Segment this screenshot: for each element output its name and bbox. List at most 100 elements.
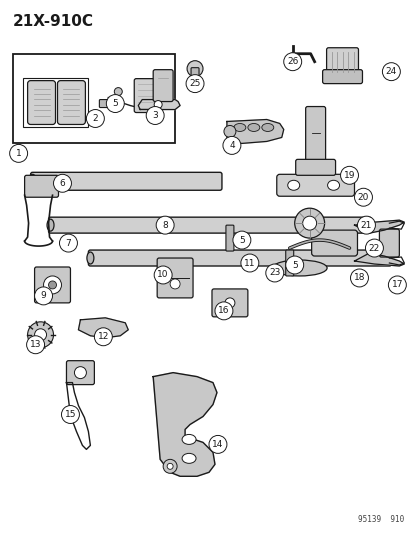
FancyBboxPatch shape	[13, 54, 175, 143]
FancyBboxPatch shape	[88, 250, 390, 266]
Circle shape	[302, 216, 316, 230]
Circle shape	[340, 166, 358, 184]
Ellipse shape	[47, 219, 54, 231]
Circle shape	[28, 322, 53, 348]
Circle shape	[354, 188, 372, 206]
Polygon shape	[138, 100, 180, 109]
FancyBboxPatch shape	[276, 174, 354, 196]
Text: 9: 9	[40, 292, 46, 301]
Circle shape	[167, 463, 173, 470]
Text: 25: 25	[189, 79, 200, 88]
Text: 5: 5	[112, 99, 118, 108]
Circle shape	[187, 61, 202, 77]
Circle shape	[114, 87, 122, 95]
Text: 20: 20	[357, 193, 368, 201]
FancyBboxPatch shape	[190, 68, 199, 87]
FancyBboxPatch shape	[28, 80, 55, 125]
Circle shape	[86, 109, 104, 127]
Text: 23: 23	[268, 269, 280, 278]
FancyBboxPatch shape	[285, 250, 293, 276]
FancyBboxPatch shape	[322, 70, 362, 84]
Text: 4: 4	[228, 141, 234, 150]
Circle shape	[387, 276, 405, 294]
Circle shape	[48, 281, 56, 289]
Circle shape	[170, 279, 180, 289]
Circle shape	[224, 298, 234, 308]
Ellipse shape	[28, 174, 36, 188]
FancyBboxPatch shape	[157, 258, 192, 298]
Text: 3: 3	[152, 111, 158, 120]
Circle shape	[43, 276, 62, 294]
Polygon shape	[153, 373, 216, 477]
FancyBboxPatch shape	[31, 172, 221, 190]
Text: 18: 18	[353, 273, 364, 282]
Text: 5: 5	[291, 261, 297, 270]
FancyBboxPatch shape	[326, 48, 358, 76]
Text: 26: 26	[286, 57, 298, 66]
Ellipse shape	[285, 262, 297, 270]
Text: 2: 2	[93, 114, 98, 123]
Circle shape	[154, 101, 162, 109]
Circle shape	[209, 435, 226, 454]
Circle shape	[9, 144, 28, 163]
Text: 19: 19	[343, 171, 354, 180]
Circle shape	[163, 459, 177, 473]
Circle shape	[283, 53, 301, 71]
FancyBboxPatch shape	[305, 107, 325, 165]
Text: 22: 22	[368, 244, 379, 253]
FancyBboxPatch shape	[66, 361, 94, 385]
Circle shape	[265, 264, 283, 282]
Circle shape	[74, 367, 86, 378]
Text: 5: 5	[238, 236, 244, 245]
Circle shape	[59, 234, 77, 252]
Text: 16: 16	[218, 306, 229, 316]
Text: 14: 14	[212, 440, 223, 449]
Ellipse shape	[261, 124, 273, 132]
Circle shape	[214, 302, 233, 320]
Circle shape	[285, 256, 303, 274]
FancyBboxPatch shape	[311, 230, 357, 256]
Text: 15: 15	[64, 410, 76, 419]
Text: 8: 8	[162, 221, 168, 230]
Text: 24: 24	[385, 67, 396, 76]
FancyBboxPatch shape	[99, 100, 117, 108]
FancyBboxPatch shape	[295, 159, 335, 175]
FancyBboxPatch shape	[134, 79, 162, 112]
Text: 1: 1	[16, 149, 21, 158]
Text: 12: 12	[97, 332, 109, 341]
Circle shape	[26, 336, 45, 354]
FancyBboxPatch shape	[211, 289, 247, 317]
Circle shape	[365, 239, 382, 257]
Text: 95139  910: 95139 910	[357, 515, 404, 524]
Circle shape	[350, 269, 368, 287]
Text: 11: 11	[244, 259, 255, 268]
Circle shape	[240, 254, 258, 272]
Ellipse shape	[87, 252, 94, 264]
Text: 7: 7	[65, 239, 71, 248]
Circle shape	[35, 287, 52, 305]
Text: 10: 10	[157, 270, 169, 279]
Polygon shape	[354, 253, 404, 266]
Text: 6: 6	[59, 179, 65, 188]
FancyBboxPatch shape	[24, 175, 58, 197]
Ellipse shape	[233, 124, 245, 132]
FancyBboxPatch shape	[48, 217, 370, 233]
Circle shape	[185, 75, 204, 93]
Ellipse shape	[272, 260, 326, 276]
FancyBboxPatch shape	[225, 225, 233, 251]
FancyBboxPatch shape	[57, 80, 85, 125]
Text: 21: 21	[360, 221, 371, 230]
Circle shape	[35, 329, 46, 341]
Polygon shape	[226, 119, 283, 143]
Text: 13: 13	[30, 340, 41, 349]
Circle shape	[106, 94, 124, 112]
Ellipse shape	[327, 180, 339, 190]
Circle shape	[154, 266, 172, 284]
Text: 17: 17	[391, 280, 402, 289]
Ellipse shape	[287, 180, 299, 190]
Polygon shape	[78, 318, 128, 338]
Circle shape	[94, 328, 112, 346]
FancyBboxPatch shape	[153, 70, 173, 102]
Text: 21X-910C: 21X-910C	[13, 14, 93, 29]
Circle shape	[156, 216, 174, 234]
